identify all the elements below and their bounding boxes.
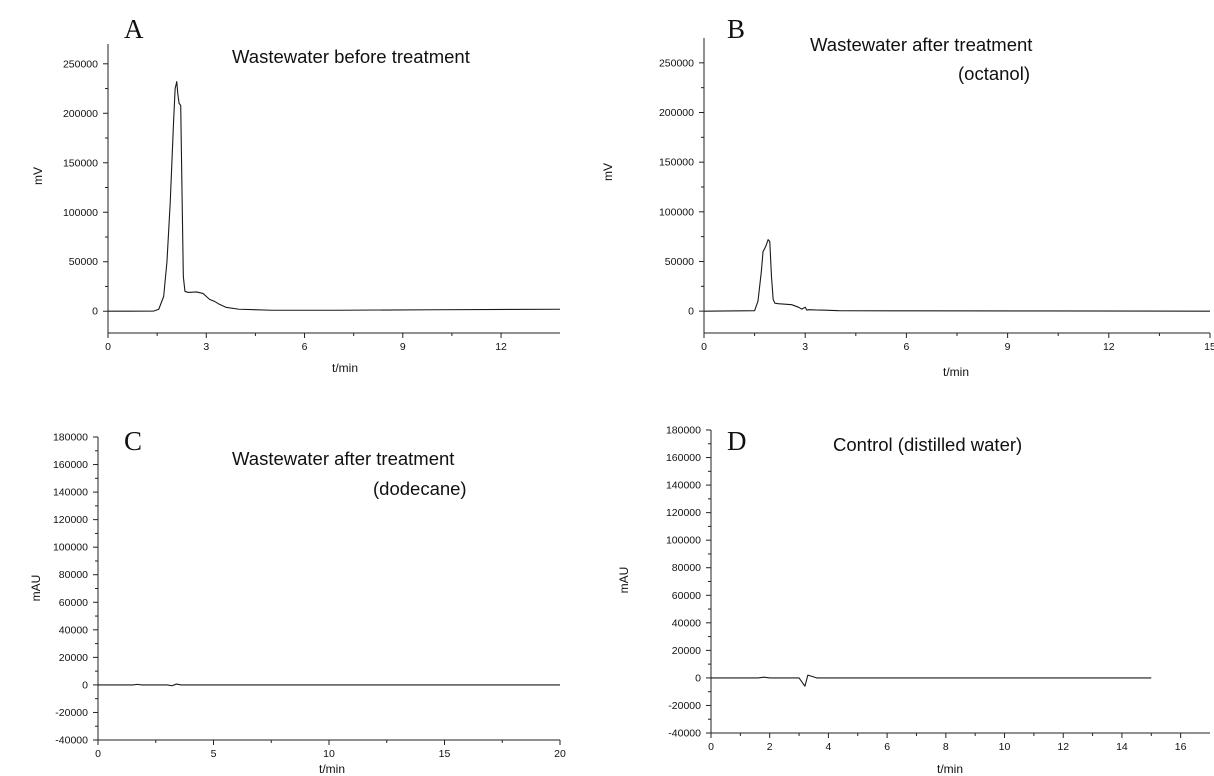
panel-c-y-tick-label: -20000 (55, 707, 88, 719)
panel-a-y-tick-label: 100000 (63, 207, 98, 219)
panel-b-subtitle: (octanol) (958, 63, 1030, 84)
panel-c-y-tick-label: 140000 (53, 487, 88, 499)
panel-d-x-tick-label: 14 (1116, 741, 1128, 753)
panel-c-y-tick-label: 180000 (53, 432, 88, 444)
panel-b-y-tick-label: 250000 (659, 57, 694, 69)
panel-a-title: Wastewater before treatment (232, 46, 470, 67)
panel-a-x-tick-label: 0 (105, 341, 111, 353)
panel-a-x-axis-title: t/min (332, 361, 358, 375)
panel-c-x-tick-label: 15 (439, 748, 451, 760)
panel-d-series-line (711, 674, 1152, 687)
panel-d-y-axis-title: mAU (617, 567, 631, 594)
panel-d-y-tick-label: 60000 (672, 590, 701, 602)
panel-a-y-tick-label: 0 (92, 306, 98, 318)
panel-c: -40000 -20000 0 20000 40000 60000 80000 100000 1… (29, 426, 566, 776)
panel-b-x-tick-label: 9 (1005, 341, 1011, 353)
panel-b-x-axis-title: t/min (943, 365, 969, 379)
panel-d-x-tick-label: 12 (1057, 741, 1069, 753)
panel-a: 0 50000 100000 150000 200000 250000 0 3 6 9 12 t/mi… (31, 14, 561, 375)
panel-d-y-tick-label: -20000 (668, 700, 701, 712)
panel-d-letter: D (727, 426, 747, 456)
panel-b-title: Wastewater after treatment (810, 34, 1032, 55)
panel-d-x-tick-label: 0 (708, 741, 714, 753)
panel-d-y-tick-label: 0 (695, 672, 701, 684)
panel-c-y-tick-label: 100000 (53, 542, 88, 554)
panel-c-y-tick-label: 0 (82, 679, 88, 691)
panel-d-x-tick-label: 2 (767, 741, 773, 753)
panel-d-y-tick-label: 20000 (672, 645, 701, 657)
panel-d-y-tick-label: -40000 (668, 728, 701, 740)
panel-a-y-axis-title: mV (31, 167, 45, 185)
panel-c-title: Wastewater after treatment (232, 448, 454, 469)
panel-a-series-line (107, 81, 561, 312)
panel-c-x-tick-label: 5 (211, 748, 217, 760)
panel-b-y-tick-label: 100000 (659, 206, 694, 218)
panel-c-y-tick-label: 60000 (59, 597, 88, 609)
panel-b-y-tick-label: 0 (688, 306, 694, 318)
panel-a-x-tick-label: 9 (400, 341, 406, 353)
panel-a-x-tick-label: 6 (302, 341, 308, 353)
panel-a-letter: A (124, 14, 144, 44)
panel-c-y-tick-label: 80000 (59, 569, 88, 581)
panel-b-y-tick-label: 200000 (659, 107, 694, 119)
panel-d-y-tick-label: 80000 (672, 562, 701, 574)
panel-c-x-axis-title: t/min (319, 762, 345, 776)
panel-c-x-tick-label: 10 (323, 748, 335, 760)
panel-d-y-tick-label: 160000 (666, 452, 701, 464)
panel-a-y-tick-label: 200000 (63, 108, 98, 120)
panel-d-y-tick-label: 120000 (666, 507, 701, 519)
panel-b-series-line (703, 239, 1211, 312)
panel-d-y-tick-label: 140000 (666, 480, 701, 492)
panel-c-y-tick-label: -40000 (55, 735, 88, 747)
panel-d: -40000 -20000 0 20000 40000 60000 80000 100000 1… (617, 425, 1210, 776)
panel-d-y-tick-label: 100000 (666, 535, 701, 547)
panel-b-y-tick-label: 150000 (659, 157, 694, 169)
panel-c-x-tick-label: 0 (95, 748, 101, 760)
panel-a-y-tick-label: 150000 (63, 157, 98, 169)
panel-b-x-tick-label: 3 (802, 341, 808, 353)
panel-c-x-tick-label: 20 (554, 748, 566, 760)
panel-b: 0 50000 100000 150000 200000 250000 0 3 6 9 12 15 t/… (601, 14, 1214, 379)
panel-c-series-line (98, 683, 560, 687)
panel-d-title: Control (distilled water) (833, 434, 1022, 455)
panel-d-x-tick-label: 8 (943, 741, 949, 753)
panel-d-x-tick-label: 6 (884, 741, 890, 753)
panel-a-y-tick-label: 250000 (63, 58, 98, 70)
panel-d-y-tick-label: 180000 (666, 425, 701, 437)
panel-b-y-axis-title: mV (601, 163, 615, 181)
panel-d-y-tick-label: 40000 (672, 617, 701, 629)
panel-a-x-tick-label: 12 (495, 341, 507, 353)
panel-d-x-tick-label: 4 (825, 741, 831, 753)
panel-b-x-tick-label: 0 (701, 341, 707, 353)
panel-b-x-tick-label: 6 (903, 341, 909, 353)
panel-c-subtitle: (dodecane) (373, 478, 467, 499)
panel-c-y-axis-title: mAU (29, 575, 43, 602)
panel-d-x-tick-label: 10 (999, 741, 1011, 753)
panel-b-y-tick-label: 50000 (665, 256, 694, 268)
panel-d-x-axis-title: t/min (937, 762, 963, 776)
panel-c-letter: C (124, 426, 142, 456)
panel-c-y-tick-label: 120000 (53, 514, 88, 526)
panel-b-x-tick-label: 15 (1204, 341, 1214, 353)
panel-a-y-tick-label: 50000 (69, 256, 98, 268)
panel-d-x-tick-label: 16 (1175, 741, 1187, 753)
panel-a-x-tick-label: 3 (203, 341, 209, 353)
panel-c-y-tick-label: 40000 (59, 624, 88, 636)
panel-c-y-tick-label: 160000 (53, 459, 88, 471)
panel-b-x-tick-label: 12 (1103, 341, 1115, 353)
panel-b-letter: B (727, 14, 745, 44)
panel-c-y-tick-label: 20000 (59, 652, 88, 664)
